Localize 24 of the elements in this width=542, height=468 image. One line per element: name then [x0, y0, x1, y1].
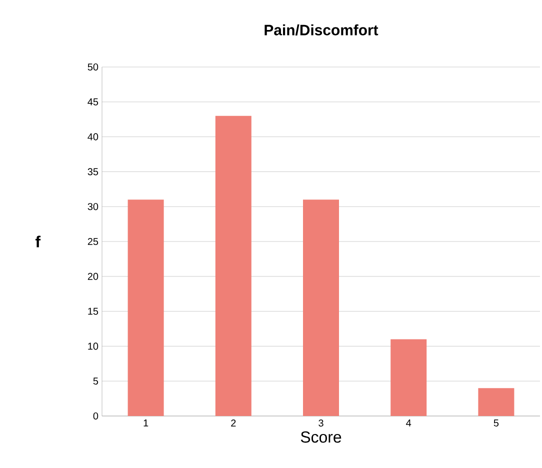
y-tick-label: 30 — [88, 203, 98, 210]
bar — [128, 200, 164, 416]
bar — [390, 339, 427, 416]
y-axis-title: f — [35, 236, 41, 248]
y-tick-label: 50 — [88, 63, 98, 71]
y-tick-label: 40 — [88, 133, 98, 140]
y-tick-label: 5 — [93, 378, 98, 385]
x-tick-label: 5 — [494, 420, 499, 426]
x-axis-title: Score — [300, 431, 342, 443]
x-tick-label: 4 — [406, 420, 412, 426]
y-tick-label: 20 — [88, 272, 98, 280]
bar — [215, 116, 252, 416]
x-tick-label: 3 — [318, 420, 324, 427]
y-tick-label: 15 — [88, 308, 98, 315]
y-tick-label: 10 — [88, 342, 98, 350]
chart-title: Pain/Discomfort — [264, 24, 378, 36]
bar — [303, 200, 339, 416]
x-tick-label: 2 — [231, 420, 236, 426]
y-tick-label: 0 — [93, 412, 98, 420]
x-tick-label: 1 — [144, 420, 148, 426]
y-tick-label: 45 — [88, 98, 98, 106]
y-tick-label: 35 — [88, 168, 98, 176]
bar — [478, 388, 514, 416]
y-tick-label: 25 — [88, 238, 98, 246]
